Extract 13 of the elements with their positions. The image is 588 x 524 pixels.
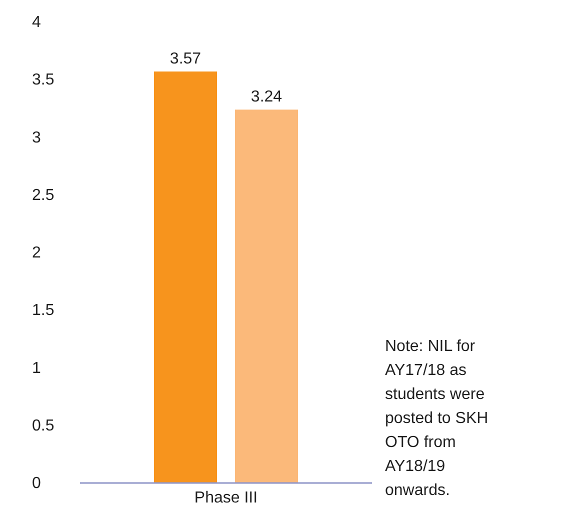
y-tick-label: 2 xyxy=(32,244,41,262)
y-tick-label: 0.5 xyxy=(32,417,54,434)
y-tick-label: 4 xyxy=(32,14,41,31)
y-tick-label: 3 xyxy=(32,129,41,146)
y-tick-label: 0 xyxy=(32,475,41,492)
text: Note: NIL for AY17/18 as students were posted to SKH OTO from AY18/19 onwards. xyxy=(385,337,490,501)
y-tick-label: 1.5 xyxy=(32,302,54,320)
y-tick-label: 2.5 xyxy=(32,186,54,204)
data-label: 3.57 xyxy=(170,50,202,68)
data-label: 3.24 xyxy=(250,88,282,106)
x-tick-label: Phase III xyxy=(194,489,258,506)
y-tick-label: 3.5 xyxy=(32,72,54,89)
y-tick-label: 1 xyxy=(32,360,41,377)
